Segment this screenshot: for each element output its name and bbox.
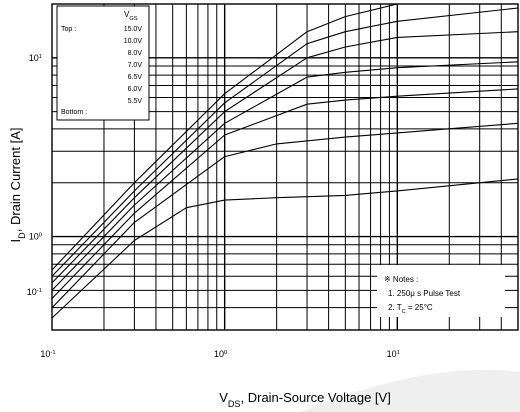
notes-box <box>377 265 505 317</box>
legend-entries: 15.0V 10.0V 8.0V 7.0V 6.5V 6.0V 5.5V <box>124 26 143 105</box>
legend-entry: 15.0V <box>124 26 143 33</box>
legend-entry: 7.0V <box>128 62 143 69</box>
legend-entry: 8.0V <box>128 50 143 57</box>
legend: VGS Top : Bottom : 15.0V 10.0V 8.0V 7.0V 6.5… <box>56 5 150 121</box>
plot-frame <box>51 3 519 331</box>
y-tick-label: 10-1 <box>27 287 42 297</box>
y-axis-label: ID, Drain Current [A] <box>8 128 27 243</box>
notes: ※ Notes : 1. 250μ s Pulse Test 2. TC = 2… <box>377 265 505 317</box>
y-tick-label: 100 <box>29 232 43 242</box>
legend-top-label: Top : <box>61 26 76 33</box>
legend-header: VGS <box>124 10 138 22</box>
legend-entry: 10.0V <box>124 38 143 45</box>
notes-title: ※ Notes : <box>384 275 418 284</box>
x-tick-label: 101 <box>387 349 400 359</box>
y-tick-labels: 10-1 100 101 <box>27 53 43 297</box>
legend-entry: 6.5V <box>128 74 143 81</box>
curve-vgs-6-0v <box>51 122 519 309</box>
legend-entry: 5.5V <box>128 98 143 105</box>
notes-line-2: 2. TC = 25°C <box>388 303 433 315</box>
x-tick-label: 10-1 <box>40 349 55 359</box>
curve-vgs-8-0v <box>51 31 519 284</box>
legend-bottom-label: Bottom : <box>61 109 87 116</box>
x-axis-label: VDS, Drain-Source Voltage [V] <box>219 390 391 409</box>
legend-box <box>56 5 150 121</box>
legend-entry: 6.0V <box>128 86 143 93</box>
watermark-swoosh <box>300 369 520 412</box>
curve-vgs-6-5v <box>51 88 519 299</box>
curve-vgs-10-0v <box>51 7 519 277</box>
y-tick-label: 101 <box>29 53 42 63</box>
notes-line-1: 1. 250μ s Pulse Test <box>388 289 461 298</box>
curves-group <box>51 3 519 319</box>
x-tick-labels: 10-1 100 101 <box>40 349 400 359</box>
grid <box>52 4 518 331</box>
curve-vgs-7-0v <box>51 61 519 291</box>
curve-vgs-5-5v <box>51 178 519 319</box>
x-tick-label: 100 <box>214 349 228 359</box>
